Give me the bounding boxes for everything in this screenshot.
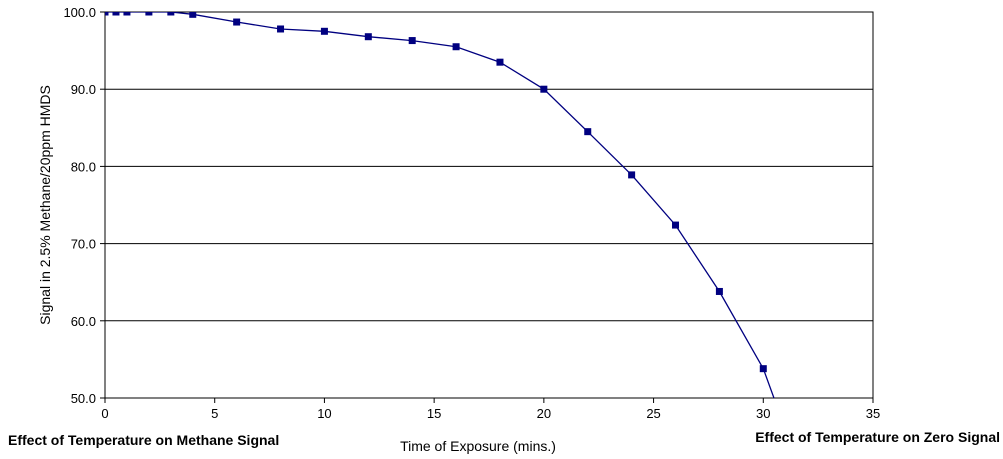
x-axis-ticks: 0 5 10 15 20 25 30 35 xyxy=(101,398,880,421)
x-tick-label: 0 xyxy=(101,406,108,421)
y-axis-ticks: 50.0 60.0 70.0 80.0 90.0 100.0 xyxy=(63,5,105,406)
y-axis-label: Signal in 2.5% Methane/20ppm HMDS xyxy=(37,85,53,325)
data-point xyxy=(364,33,372,41)
data-point xyxy=(112,12,120,16)
y-tick-label: 70.0 xyxy=(71,237,96,252)
x-tick-label: 20 xyxy=(537,406,551,421)
data-point xyxy=(233,18,241,26)
data-point xyxy=(628,171,636,179)
plot-area-frame xyxy=(104,11,874,399)
y-tick-label: 90.0 xyxy=(71,82,96,97)
series-line xyxy=(105,12,775,398)
methane-signal-caption: Effect of Temperature on Methane Signal xyxy=(8,432,280,448)
y-tick-label: 50.0 xyxy=(71,391,96,406)
data-point xyxy=(408,37,416,45)
x-tick-label: 30 xyxy=(756,406,770,421)
data-point xyxy=(715,287,723,295)
data-point xyxy=(123,12,131,16)
zero-signal-caption: Effect of Temperature on Zero Signal xyxy=(755,429,1000,445)
data-point xyxy=(189,12,197,18)
data-point xyxy=(496,58,504,66)
y-tick-label: 80.0 xyxy=(71,159,96,174)
x-tick-label: 15 xyxy=(427,406,441,421)
x-axis-label: Time of Exposure (mins.) xyxy=(400,438,556,454)
data-point xyxy=(540,85,548,93)
x-tick-label: 25 xyxy=(646,406,660,421)
x-tick-label: 10 xyxy=(317,406,331,421)
y-tick-label: 60.0 xyxy=(71,314,96,329)
data-point xyxy=(759,365,767,373)
data-point xyxy=(167,12,175,16)
data-point xyxy=(145,12,153,16)
data-point xyxy=(584,128,592,136)
x-tick-label: 35 xyxy=(866,406,880,421)
data-point xyxy=(277,25,285,33)
data-point xyxy=(105,12,109,16)
data-point xyxy=(452,43,460,51)
x-tick-label: 5 xyxy=(211,406,218,421)
data-point xyxy=(672,221,680,229)
y-tick-label: 100.0 xyxy=(63,5,96,20)
gridlines xyxy=(105,88,873,322)
data-point xyxy=(320,27,328,35)
series-layer xyxy=(105,12,775,398)
